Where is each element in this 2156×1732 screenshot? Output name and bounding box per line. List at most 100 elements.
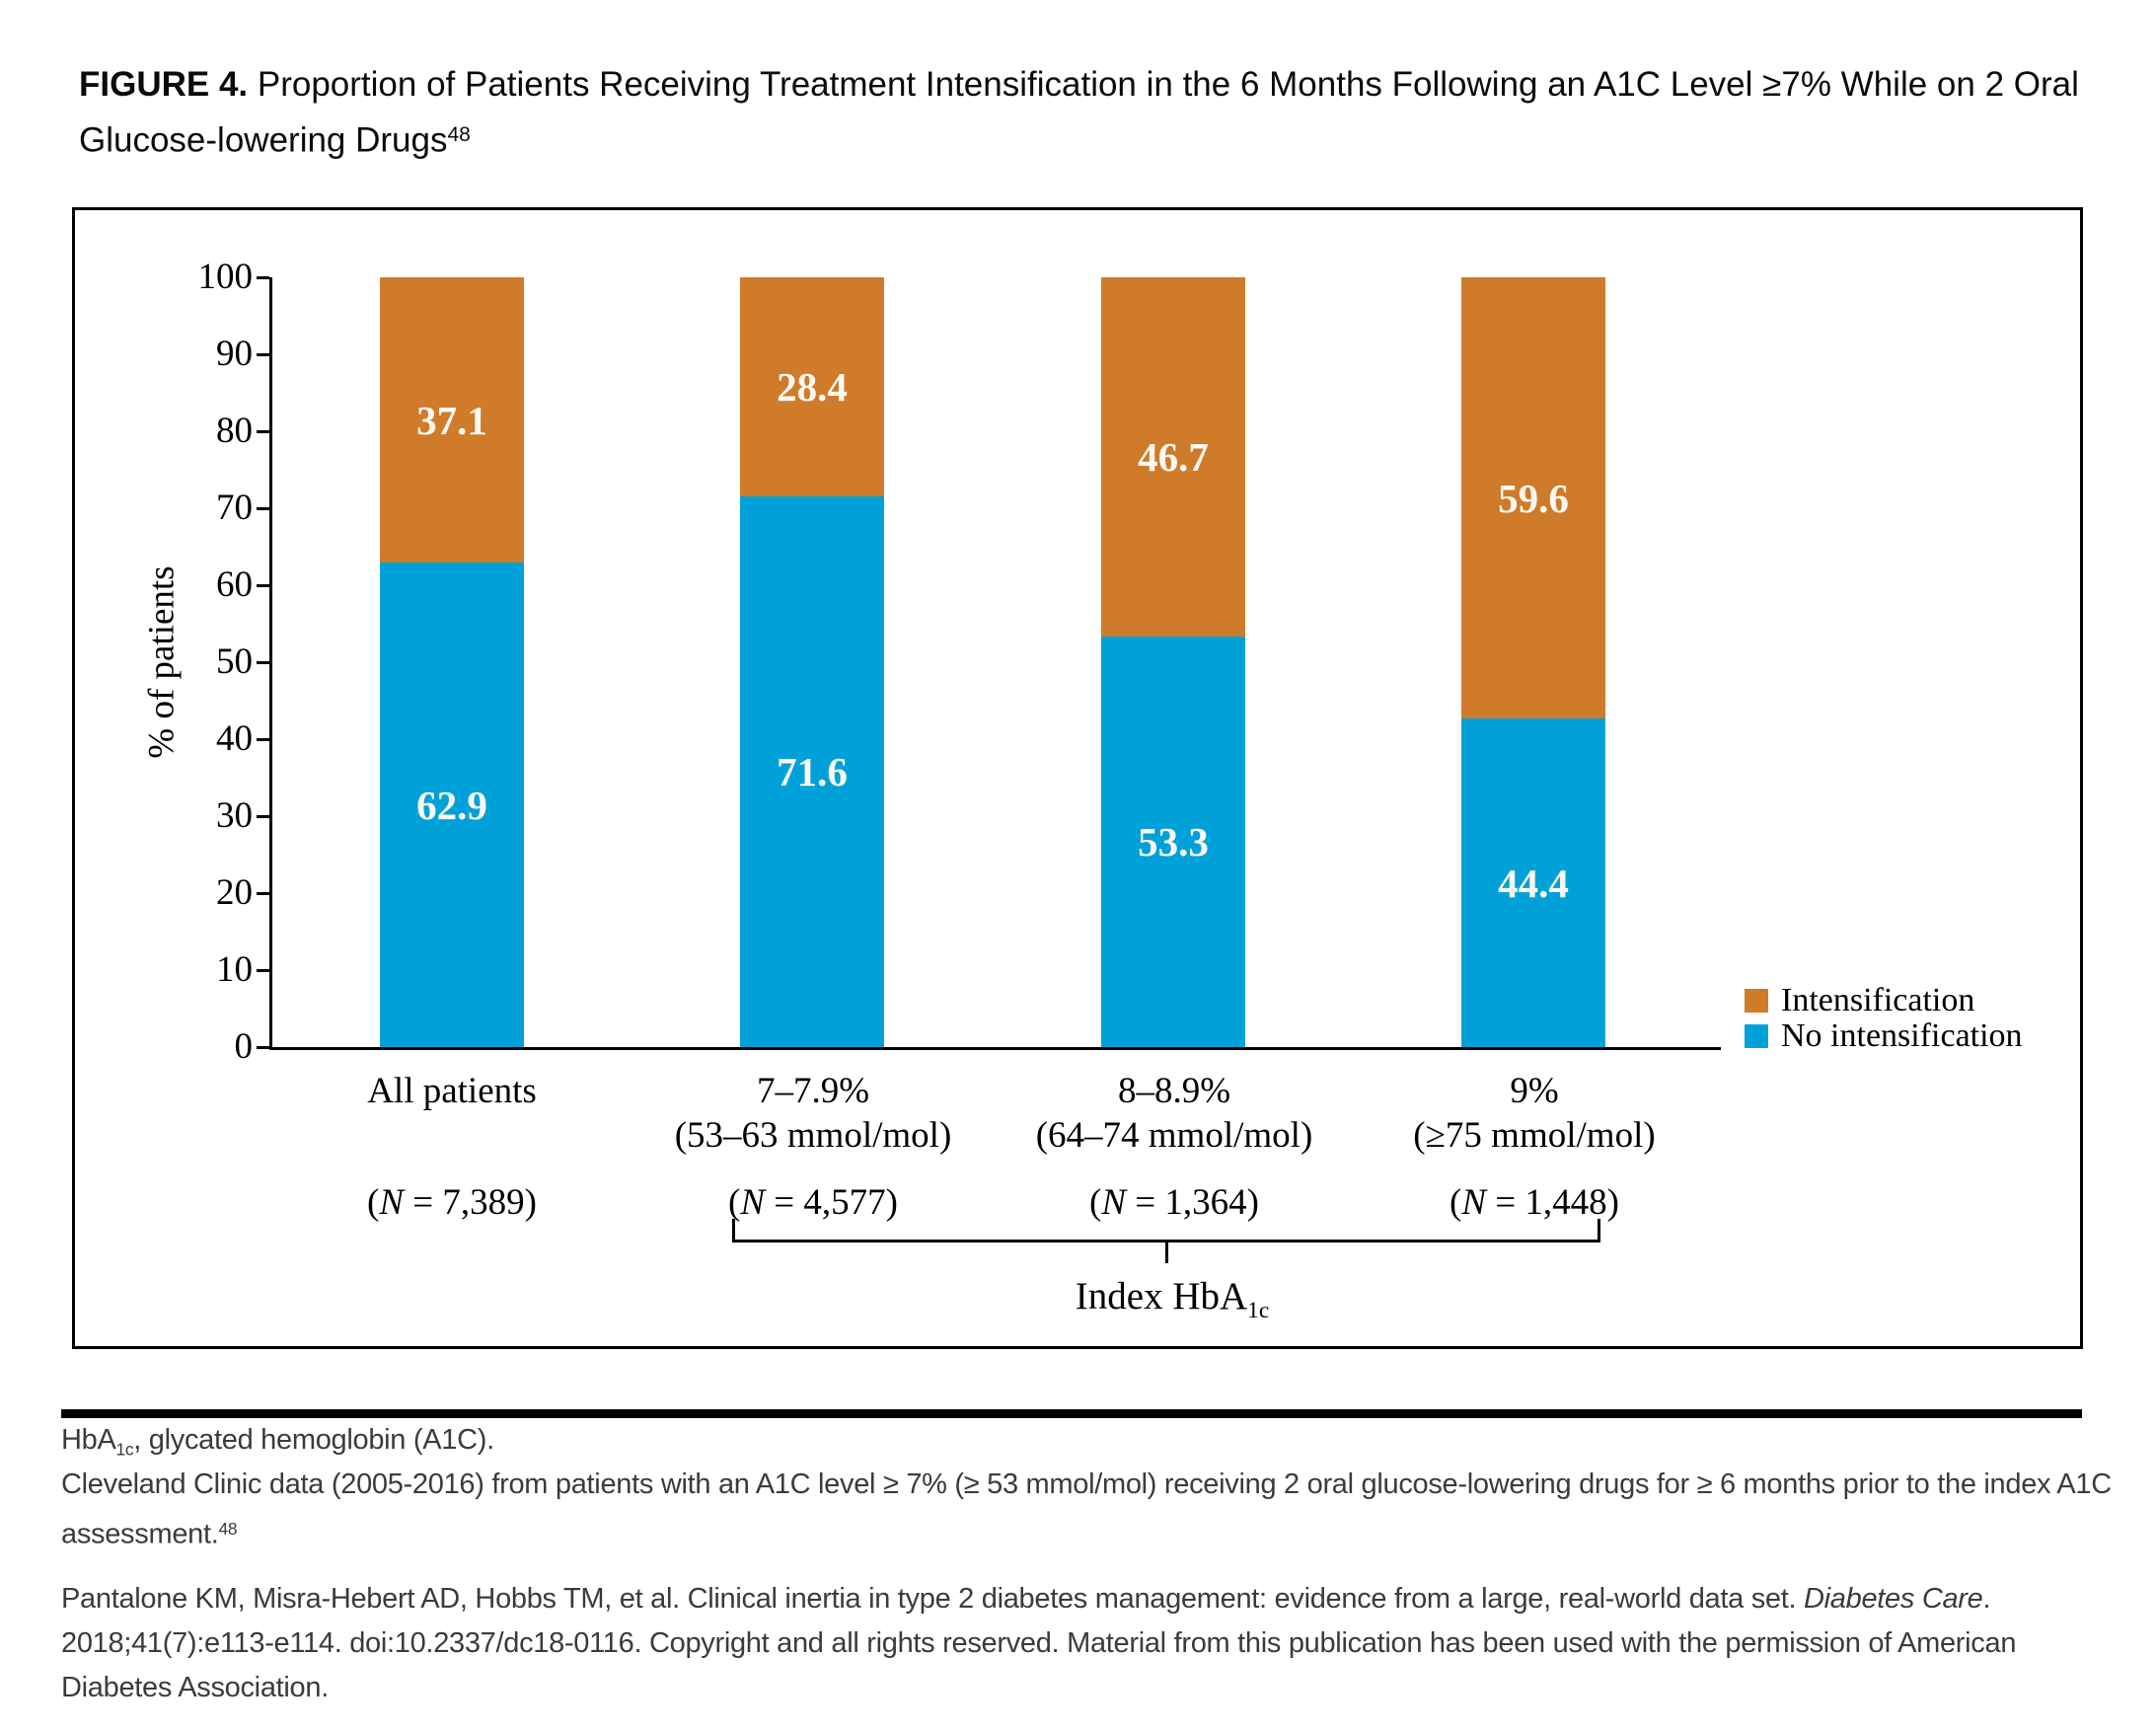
group-brace-end-left — [732, 1219, 735, 1243]
legend-swatch-no-intensification — [1745, 1024, 1768, 1048]
bar-value-label: 53.3 — [1138, 819, 1209, 866]
text-segment: Index HbA — [1075, 1275, 1248, 1318]
sample-size-label: (N = 1,448) — [1278, 1181, 1791, 1224]
x-category-label: All patients — [367, 1071, 537, 1111]
bar-segment-intensification: 59.6 — [1461, 277, 1605, 718]
text-segment: Diabetes Care — [1804, 1583, 1983, 1615]
footnote-line: HbA1c, glycated hemoglobin (A1C). — [61, 1418, 2123, 1472]
y-tick-mark — [257, 353, 269, 356]
text-segment: assessment. — [61, 1518, 219, 1550]
y-tick-label: 100 — [197, 257, 254, 297]
text-segment: = 1,448) — [1486, 1182, 1619, 1223]
text-segment: 1c — [115, 1439, 134, 1460]
text-segment: FIGURE 4. — [79, 65, 249, 104]
y-tick-mark — [257, 738, 269, 741]
text-segment: Diabetes Association. — [61, 1672, 329, 1703]
y-tick-mark — [257, 892, 269, 895]
bar-segment-intensification: 28.4 — [740, 277, 884, 496]
y-tick-label: 70 — [216, 488, 253, 528]
y-tick-mark — [257, 661, 269, 664]
text-segment: HbA — [61, 1424, 116, 1456]
text-segment: ( — [1089, 1182, 1102, 1223]
footnote-line: Cleveland Clinic data (2005-2016) from p… — [61, 1463, 2123, 1507]
footnote-line: assessment.48 — [61, 1507, 2123, 1557]
text-segment: Glucose-lowering Drugs — [79, 120, 448, 160]
y-tick-label: 40 — [216, 718, 253, 759]
x-category-label: 7–7.9% — [756, 1071, 870, 1111]
x-category-sublabel: (≥75 mmol/mol) — [1413, 1115, 1656, 1156]
footnote-line: 2018;41(7):e113-e114. doi:10.2337/dc18-0… — [61, 1621, 2123, 1666]
text-segment: N — [1461, 1182, 1487, 1223]
bar-value-label: 37.1 — [416, 397, 487, 443]
bar-value-label: 62.9 — [416, 782, 487, 828]
text-segment: = 1,364) — [1126, 1182, 1259, 1223]
chart-panel: % of patients 100 90 80 70 60 50 40 30 20 10 0 37.… — [72, 207, 2083, 1349]
legend-item-intensification: Intensification — [1745, 982, 2023, 1018]
footnote-citation: Pantalone KM, Misra-Hebert AD, Hobbs TM,… — [61, 1577, 2123, 1710]
y-tick-label: 90 — [216, 334, 253, 374]
x-category-sublabel: (64–74 mmol/mol) — [1035, 1115, 1313, 1156]
text-segment: 2018;41(7):e113-e114. doi:10.2337/dc18-0… — [61, 1627, 2017, 1659]
bar-segment-no-intensification: 44.4 — [1461, 718, 1605, 1047]
footnote-line: Diabetes Association. — [61, 1666, 2123, 1710]
y-tick-mark — [257, 430, 269, 433]
text-segment: ( — [728, 1182, 741, 1223]
y-tick-label: 10 — [216, 949, 253, 990]
sample-size-label: (N = 1,364) — [918, 1181, 1431, 1224]
text-segment: N — [379, 1182, 405, 1223]
plot-area: % of patients 100 90 80 70 60 50 40 30 20 10 0 37.… — [142, 259, 1721, 1066]
text-segment: 48 — [218, 1519, 238, 1539]
footer-divider — [61, 1409, 2082, 1418]
sample-size-label: (N = 7,389) — [195, 1181, 708, 1224]
figure-caption: FIGURE 4. Proportion of Patients Receivi… — [79, 59, 2079, 166]
text-segment: N — [1101, 1182, 1127, 1223]
bar-value-label: 46.7 — [1138, 434, 1209, 481]
y-tick-mark — [257, 1046, 269, 1049]
y-tick-label: 0 — [234, 1026, 254, 1067]
y-tick-mark — [257, 584, 269, 587]
bar-segment-intensification: 46.7 — [1101, 277, 1245, 638]
sample-size-label: (N = 4,577) — [557, 1181, 1070, 1224]
legend-label: Intensification — [1781, 982, 1975, 1018]
bar-all-patients: 37.1 62.9 — [380, 277, 524, 1047]
text-segment: = 7,389) — [404, 1182, 537, 1223]
legend-swatch-intensification — [1745, 989, 1768, 1013]
text-segment: ( — [367, 1182, 380, 1223]
x-category-label: 9% — [1510, 1071, 1559, 1111]
x-category-label: 8–8.9% — [1117, 1071, 1231, 1111]
group-brace-pointer — [1165, 1240, 1168, 1263]
bar-7-to-7point9: 28.4 71.6 — [740, 277, 884, 1047]
y-tick-mark — [257, 276, 269, 279]
bar-segment-no-intensification: 53.3 — [1101, 637, 1245, 1047]
text-segment: . — [1982, 1583, 1991, 1615]
bar-value-label: 71.6 — [777, 748, 848, 794]
bar-segment-intensification: 37.1 — [380, 277, 524, 564]
text-segment: Cleveland Clinic data (2005-2016) from p… — [61, 1468, 2112, 1500]
footnote-source: Cleveland Clinic data (2005-2016) from p… — [61, 1463, 2123, 1557]
figure-caption-line2: Glucose-lowering Drugs48 — [79, 110, 2079, 166]
legend-label: No intensification — [1781, 1017, 2023, 1054]
legend-item-no-intensification: No intensification — [1745, 1017, 2023, 1054]
y-tick-mark — [257, 507, 269, 510]
figure-caption-line1: FIGURE 4. Proportion of Patients Receivi… — [79, 59, 2079, 110]
bar-segment-no-intensification: 62.9 — [380, 563, 524, 1047]
y-tick-label: 30 — [216, 795, 253, 836]
x-axis-group-title: Index HbA1c — [926, 1274, 1419, 1324]
bar-value-label: 44.4 — [1498, 860, 1569, 906]
legend: Intensification No intensification — [1745, 982, 2023, 1054]
bar-value-label: 28.4 — [777, 363, 848, 410]
text-segment: ( — [1450, 1182, 1462, 1223]
text-segment: Proportion of Patients Receiving Treatme… — [248, 65, 2079, 104]
text-segment: 1c — [1247, 1297, 1270, 1323]
bar-value-label: 59.6 — [1498, 475, 1569, 521]
group-brace-end-right — [1598, 1219, 1600, 1243]
bar-9-and-above: 59.6 44.4 — [1461, 277, 1605, 1047]
footnote-line: Pantalone KM, Misra-Hebert AD, Hobbs TM,… — [61, 1577, 2123, 1621]
y-tick-mark — [257, 815, 269, 818]
footnote-abbreviation: HbA1c, glycated hemoglobin (A1C). — [61, 1418, 2123, 1472]
y-tick-label: 80 — [216, 411, 253, 451]
bar-8-to-8point9: 46.7 53.3 — [1101, 277, 1245, 1047]
text-segment: , glycated hemoglobin (A1C). — [133, 1424, 494, 1456]
text-segment: Pantalone KM, Misra-Hebert AD, Hobbs TM,… — [61, 1583, 1804, 1615]
